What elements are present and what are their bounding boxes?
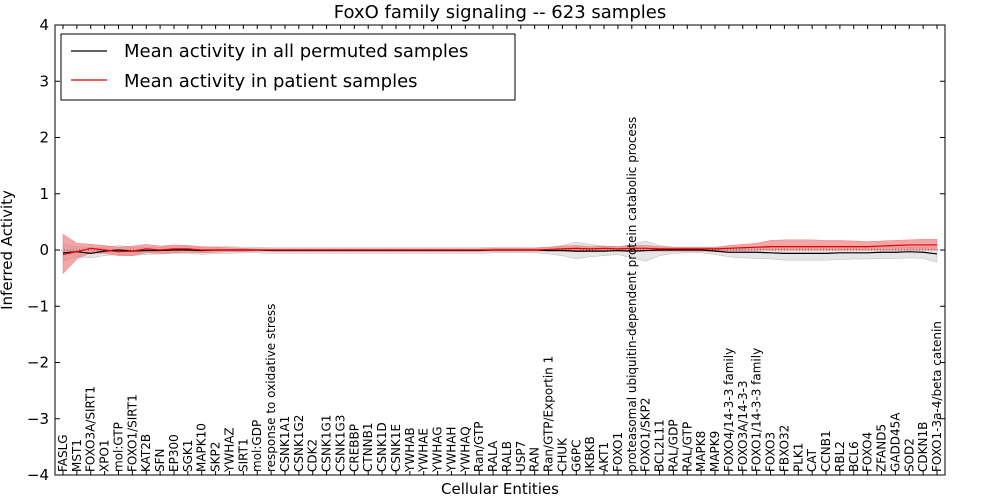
- x-category-label: MST1: [70, 439, 84, 472]
- y-tick-label: −2: [27, 354, 49, 372]
- x-category-label: AKT1: [597, 442, 611, 472]
- x-category-label: MAPK10: [195, 423, 209, 472]
- x-category-label: CDK2: [306, 439, 320, 472]
- x-category-label: CSNK1E: [389, 424, 403, 472]
- x-category-label: YWHAQ: [458, 426, 472, 473]
- x-category-label: CAT: [805, 448, 819, 472]
- x-category-label: YWHAB: [403, 427, 417, 473]
- x-category-label: RBL2: [833, 441, 847, 472]
- x-category-label: G6PC: [569, 439, 583, 472]
- x-category-label: FOXO4/14-3-3 family: [722, 348, 736, 472]
- x-category-label: RAL/GDP: [666, 419, 680, 472]
- x-category-label: CREBBP: [347, 424, 361, 472]
- x-category-label: BCL6: [847, 441, 861, 472]
- x-category-label: RAL/GTP: [680, 422, 694, 472]
- x-category-label: CSNK1D: [375, 422, 389, 472]
- x-category-label: FASLG: [56, 434, 70, 472]
- x-category-label: SKP2: [209, 442, 223, 472]
- x-category-label: CDKN1B: [916, 422, 930, 472]
- y-tick-label: −1: [27, 297, 49, 315]
- x-category-label: response to oxidative stress: [264, 304, 278, 472]
- x-category-label: CCNB1: [819, 430, 833, 472]
- x-category-label: GADD45A: [888, 412, 902, 472]
- band-permuted: [62, 240, 938, 263]
- x-category-label: FOXO3A/SIRT1: [84, 386, 98, 472]
- y-tick-label: 4: [39, 16, 49, 34]
- y-axis-ticks: −4 −3 −2 −1 0 1 2 3 4: [27, 16, 945, 484]
- plot-frame: [54, 24, 946, 476]
- x-category-label: CTNNB1: [361, 422, 375, 472]
- x-category-label: KAT2B: [139, 434, 153, 472]
- category-labels: FASLG MST1 FOXO3A/SIRT1 XPO1 mol:GTP FOXO1/SI…: [56, 117, 944, 473]
- x-category-label: EP300: [167, 434, 181, 472]
- x-category-label: SOD2: [902, 438, 916, 472]
- x-category-label: FOXO3: [764, 432, 778, 472]
- x-category-label: RALB: [500, 441, 514, 472]
- x-category-label: PLK1: [791, 443, 805, 472]
- x-category-label: SFN: [153, 449, 167, 473]
- x-category-label: ZFAND5: [875, 424, 889, 472]
- y-tick-label: 2: [39, 129, 49, 147]
- x-category-label: CSNK1G2: [292, 415, 306, 472]
- x-category-label: RAN: [528, 447, 542, 472]
- x-category-label: proteasomal ubiquitin-dependent protein …: [625, 117, 639, 472]
- legend-box: [60, 33, 516, 101]
- x-category-label: YWHAH: [444, 427, 458, 473]
- series-lines: [62, 244, 938, 256]
- x-category-label: FOXO3A/14-3-3: [736, 380, 750, 472]
- x-category-label: FOXO4: [861, 432, 875, 472]
- chart-title: FoxO family signaling -- 623 samples: [334, 2, 666, 23]
- x-category-label: mol:GTP: [111, 422, 125, 472]
- x-category-label: CHUK: [555, 437, 569, 472]
- legend: Mean activity in all permuted samples Me…: [60, 33, 516, 101]
- y-tick-label: 0: [39, 241, 49, 259]
- x-category-label: CSNK1A1: [278, 416, 292, 472]
- x-category-label: FOXO1/SIRT1: [125, 394, 139, 472]
- x-category-label: YWHAZ: [222, 427, 236, 473]
- x-category-label: MAPK8: [694, 431, 708, 472]
- x-category-label: Ran/GTP/Exportin 1: [542, 356, 556, 472]
- y-axis-label: Inferred Activity: [0, 190, 16, 310]
- x-category-label: mol:GDP: [250, 420, 264, 472]
- y-tick-label: −3: [27, 410, 49, 428]
- x-category-label: YWHAG: [431, 426, 445, 473]
- x-category-label: FBXO32: [777, 425, 791, 472]
- line-patient: [62, 244, 937, 256]
- x-category-label: MAPK9: [708, 431, 722, 472]
- y-tick-label: 1: [39, 185, 49, 203]
- x-category-label: SGK1: [181, 440, 195, 472]
- x-axis-ticks: [62, 25, 938, 475]
- y-tick-label: −4: [27, 466, 49, 484]
- x-category-label: Ran/GTP: [472, 421, 486, 472]
- x-category-label: CSNK1G1: [320, 415, 334, 472]
- legend-label-permuted: Mean activity in all permuted samples: [124, 41, 468, 62]
- x-category-label: USP7: [514, 441, 528, 472]
- x-category-label: XPO1: [98, 439, 112, 472]
- x-category-label: SIRT1: [236, 438, 250, 472]
- x-category-label: FOXO1/14-3-3 family: [750, 348, 764, 472]
- x-category-label: IKBKB: [583, 436, 597, 472]
- x-category-label: BCL2L11: [653, 419, 667, 472]
- legend-label-patient: Mean activity in patient samples: [124, 71, 418, 92]
- x-category-label: FOXO1/SKP2: [639, 397, 653, 472]
- x-axis-label: Cellular Entities: [441, 480, 559, 498]
- x-category-label: FOXO1: [611, 432, 625, 472]
- x-category-label: CSNK1G3: [333, 415, 347, 472]
- y-tick-label: 3: [39, 72, 49, 90]
- x-category-label: FOXO1-3a-4/beta catenin: [930, 321, 944, 472]
- x-category-label: YWHAE: [417, 428, 431, 473]
- x-category-label: RALA: [486, 440, 500, 472]
